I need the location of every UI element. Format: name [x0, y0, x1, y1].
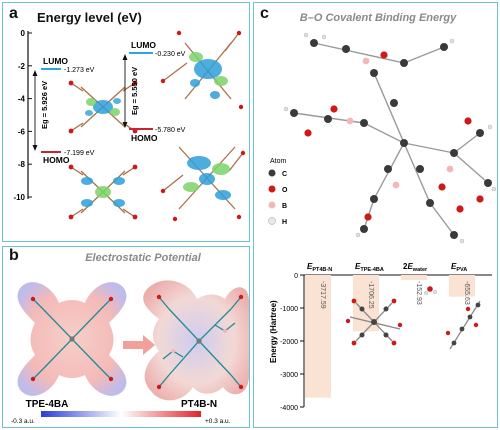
energy-level-diagram: Energy level (eV) 0 -2 -4 -6 -8 -10 LUMO -1.2…: [13, 10, 246, 222]
panel-b: b Electrostatic Potential: [2, 246, 250, 428]
left-homo-orbital: [68, 164, 138, 220]
tpe-4ba-surface: [17, 282, 127, 396]
esp-scale-min: -0.3 a.u.: [11, 418, 35, 425]
tpe-4ba-label: TPE-4BA: [26, 399, 69, 410]
panel-a-tag: a: [9, 5, 18, 22]
panel-c-tag: c: [260, 5, 269, 22]
chart-y-ticks: 0 -1000 -2000 -3000 -4000: [280, 273, 304, 412]
right-lumo-orbital: [160, 30, 244, 110]
panel-b-tag: b: [9, 247, 19, 264]
pt4b-n-inset-molecule: [345, 298, 403, 346]
right-lumo-label: LUMO: [131, 40, 156, 50]
oxygen-swatch: [268, 185, 276, 193]
energy-axis-tick-label: -8: [18, 160, 26, 169]
chart-category-label: 2Ewater: [403, 262, 428, 273]
energy-axis-tick-label: -6: [18, 127, 26, 136]
binding-energy-title: B–O Covalent Binding Energy: [300, 12, 457, 24]
chart-value-label: -655.63: [463, 281, 470, 305]
chart-value-label: -1706.25: [367, 281, 374, 309]
left-homo-label: HOMO: [43, 155, 70, 165]
chart-y-tick-label: -3000: [280, 372, 298, 379]
chart-bars: -3717.59 -1706.25 -152.93 -655.63: [305, 275, 475, 398]
hydrogen-swatch: [268, 217, 276, 225]
chart-bar: [449, 275, 475, 297]
panel-c: c B–O Covalent Binding Energy: [253, 2, 498, 428]
right-homo-value: -5.780 eV: [155, 127, 186, 134]
pt4b-n-surface: [143, 280, 249, 401]
legend-symbol-b: B: [282, 203, 287, 210]
transform-arrow: [123, 335, 155, 355]
left-lumo-label: LUMO: [43, 56, 68, 66]
left-lumo-orbital: [68, 80, 138, 134]
legend-symbol-h: H: [282, 219, 287, 226]
binding-energy-figure: B–O Covalent Binding Energy: [268, 12, 497, 412]
chart-y-tick-label: -1000: [280, 306, 298, 313]
esp-title: Electrostatic Potential: [85, 252, 201, 264]
legend-symbol-c: C: [282, 171, 287, 178]
chart-category-label: EPT4B-N: [307, 262, 332, 273]
energy-axis-tick-label: -4: [18, 95, 26, 104]
panel-a: a Energy level (eV) 0 -2 -4 -6 -8 -10 LUMO -1…: [2, 2, 250, 242]
chart-y-tick-label: 0: [294, 273, 298, 280]
esp-color-scale: [41, 411, 201, 417]
energy-axis-title: Energy level (eV): [37, 10, 142, 25]
water-inset-molecule: [423, 286, 437, 296]
chart-bar: [305, 275, 331, 398]
left-homo-value: -7.199 eV: [64, 150, 95, 157]
boron-swatch: [268, 201, 276, 209]
complex-molecule-model: [283, 32, 497, 244]
chart-value-label: -3717.59: [319, 281, 326, 309]
right-gap-label: Eg = 5.550 eV: [130, 67, 139, 115]
pt4b-n-label: PT4B-N: [181, 399, 217, 410]
chart-ylabel: Energy (Hartree): [269, 300, 278, 363]
energy-axis-tick-label: -10: [13, 193, 25, 202]
right-homo-label: HOMO: [131, 133, 158, 143]
chart-bar: [401, 275, 427, 281]
atom-legend-title: Atom: [270, 158, 287, 165]
esp-scale-max: +0.3 a.u.: [205, 418, 231, 425]
chart-y-tick-label: -2000: [280, 339, 298, 346]
energy-axis-ticks: 0 -2 -4 -6 -8 -10: [13, 29, 32, 202]
chart-y-tick-label: -4000: [280, 405, 298, 412]
left-gap-label: Eg = 5.926 eV: [40, 81, 49, 129]
energy-axis-tick-label: 0: [21, 29, 26, 38]
chart-value-label: -152.93: [415, 281, 422, 305]
pva-inset-molecule: [445, 300, 481, 350]
carbon-swatch: [268, 169, 276, 177]
right-homo-orbital: [160, 146, 246, 222]
electrostatic-potential-figure: Electrostatic Potential TPE-4BA: [11, 252, 249, 425]
right-lumo-value: -0.230 eV: [155, 51, 186, 58]
chart-category-label: EPVA: [451, 262, 467, 273]
atom-legend: Atom C O B H: [268, 158, 288, 226]
chart-category-label: ETPE-4BA: [355, 262, 384, 273]
left-lumo-value: -1.273 eV: [64, 67, 95, 74]
chart-category-labels: EPT4B-N ETPE-4BA 2Ewater EPVA: [307, 262, 467, 273]
energy-bar-chart: Energy (Hartree) 0 -1000 -2000 -3000 -4000 -…: [269, 262, 492, 412]
legend-symbol-o: O: [282, 187, 288, 194]
energy-axis-tick-label: -2: [18, 62, 26, 71]
